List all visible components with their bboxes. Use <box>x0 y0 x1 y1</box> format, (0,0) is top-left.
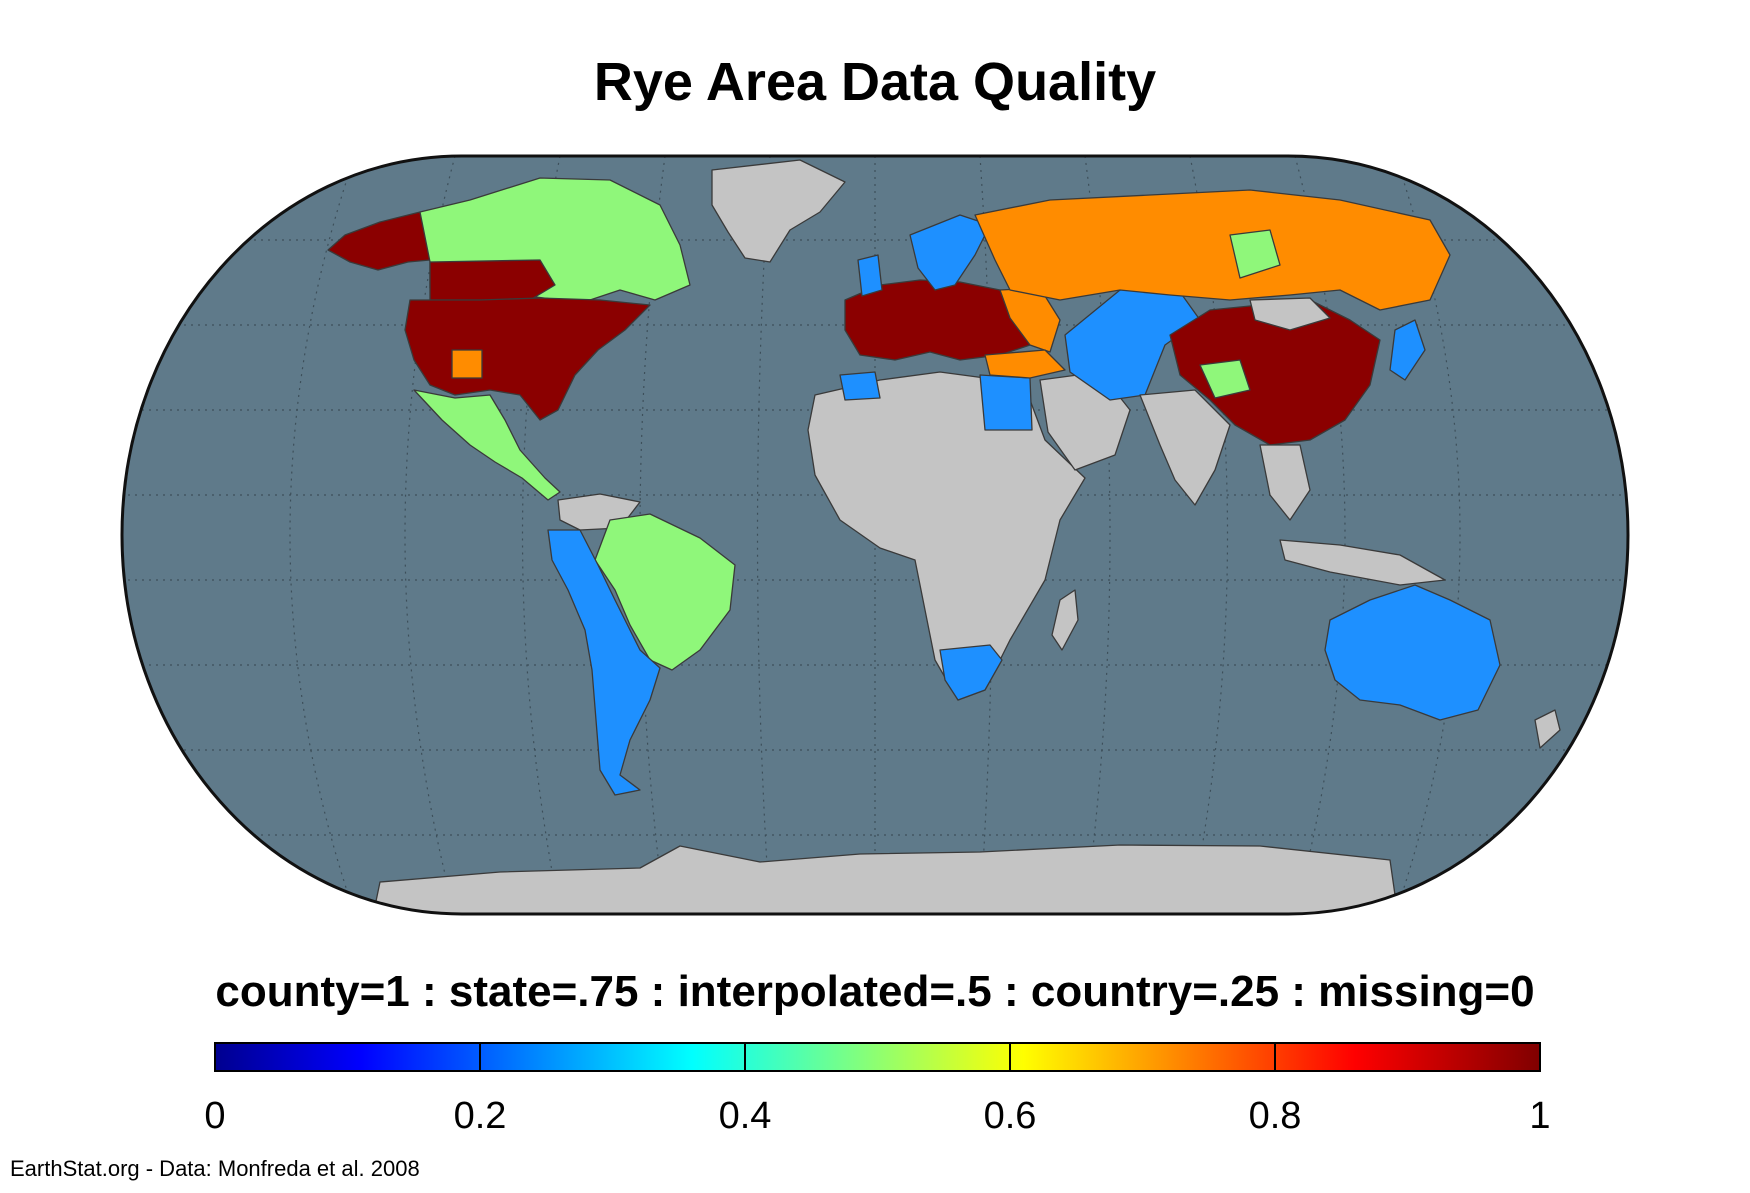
globe-outline <box>120 154 1630 916</box>
map-title: Rye Area Data Quality <box>593 52 1157 112</box>
colorbar-tick-label-0.8: 0.8 <box>1248 1095 1302 1137</box>
colorbar-tick-label-0: 0 <box>204 1095 226 1137</box>
siberia-interpolated <box>1229 229 1281 279</box>
legend-description: county=1 : state=.75 : interpolated=.5 :… <box>215 967 1535 1016</box>
south-africa <box>939 644 1003 701</box>
colorbar-tick-label-0.2: 0.2 <box>453 1095 507 1137</box>
alaska <box>327 211 431 271</box>
new-zealand <box>1534 709 1561 749</box>
egypt <box>979 374 1033 431</box>
brazil <box>594 513 736 671</box>
southeast-asia <box>1259 444 1311 521</box>
canada-prairies <box>429 259 556 301</box>
europe <box>844 279 1031 361</box>
mongolia <box>1249 297 1331 331</box>
credit-text: EarthStat.org - Data: Monfreda et al. 20… <box>10 1156 420 1181</box>
us-state-region <box>451 349 483 379</box>
colorbar-tick-label-1: 1 <box>1529 1095 1551 1137</box>
scandinavia <box>909 214 991 291</box>
antarctica <box>369 844 1401 914</box>
colorbar <box>214 1042 1541 1072</box>
colorbar-ticks <box>479 1043 1276 1071</box>
japan <box>1389 319 1426 381</box>
united-states <box>404 297 651 421</box>
tibet-interpolated <box>1199 359 1251 399</box>
andes-argentina <box>547 529 661 796</box>
madagascar <box>1051 589 1079 651</box>
greenland <box>711 159 846 263</box>
north-africa-country <box>839 371 881 401</box>
british-isles <box>857 254 883 297</box>
russia <box>974 189 1451 311</box>
colorbar-tick-label-0.4: 0.4 <box>718 1095 772 1137</box>
colorbar-tick-label-0.6: 0.6 <box>983 1095 1037 1137</box>
south-asia <box>1139 389 1231 506</box>
indonesia <box>1279 539 1446 586</box>
mexico <box>413 389 561 501</box>
turkey <box>984 349 1066 379</box>
australia <box>1324 584 1501 721</box>
